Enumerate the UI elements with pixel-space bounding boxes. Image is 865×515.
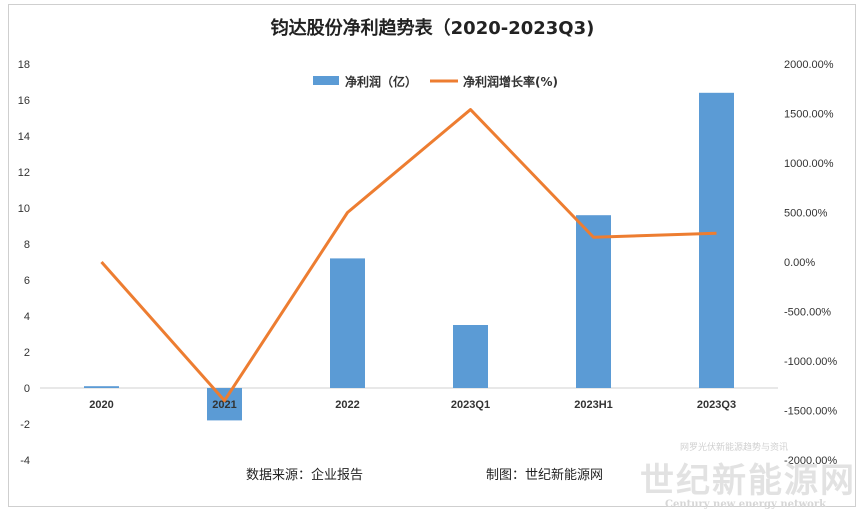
legend-bar-label: 净利润（亿）	[345, 74, 417, 89]
category-label: 2023H1	[574, 399, 613, 411]
left-tick-label: 8	[24, 239, 30, 251]
left-tick-label: 4	[24, 311, 30, 323]
left-tick-label: 10	[18, 203, 30, 215]
right-tick-label: 1500.00%	[784, 109, 834, 121]
category-label: 2022	[335, 399, 359, 411]
source-note: 数据来源：企业报告	[246, 467, 363, 483]
category-label: 2021	[212, 399, 236, 411]
left-tick-label: -2	[20, 419, 30, 431]
watermark-logo: 世纪新能源网	[640, 461, 856, 501]
category-label: 2023Q3	[697, 399, 736, 411]
left-y-axis: 18 16 14 12 10 8 6 4 2 0 -2 -4	[18, 59, 30, 467]
growth-rate-line	[100, 108, 717, 403]
right-tick-label: 500.00%	[784, 208, 828, 220]
right-y-axis: 2000.00% 1500.00% 1000.00% 500.00% 0.00% -500…	[784, 59, 837, 467]
watermark-subtitle: Century new energy network	[665, 499, 827, 510]
bar-2023Q3	[699, 92, 734, 389]
right-tick-label: 2000.00%	[784, 59, 834, 71]
bar-2023H1	[576, 215, 611, 388]
right-tick-label: -1500.00%	[784, 406, 837, 418]
right-tick-label: 1000.00%	[784, 158, 834, 170]
chart-title: 钧达股份净利趋势表（2020-2023Q3)	[270, 18, 595, 39]
left-tick-label: 12	[18, 167, 30, 179]
watermark: 网罗光伏新能源趋势与资讯 世纪新能源网 Century new energy n…	[640, 441, 856, 510]
category-label: 2023Q1	[451, 399, 490, 411]
bar-series	[84, 92, 734, 421]
right-tick-label: -1000.00%	[784, 356, 837, 368]
left-tick-label: 0	[24, 383, 30, 395]
x-axis-labels: 2020 2021 2022 2023Q1 2023H1 2023Q3	[89, 399, 736, 411]
bar-2022	[330, 258, 365, 388]
watermark-tagline: 网罗光伏新能源趋势与资讯	[680, 441, 788, 453]
legend: 净利润（亿） 净利润增长率(%)	[313, 74, 558, 89]
left-tick-label: 16	[18, 95, 30, 107]
legend-line-label: 净利润增长率(%)	[463, 74, 558, 89]
legend-bar-swatch	[313, 76, 339, 85]
bar-2020	[84, 386, 119, 388]
bar-2021	[207, 388, 242, 421]
bar-2023Q1	[453, 325, 488, 388]
left-tick-label: 6	[24, 275, 30, 287]
credit-note: 制图：世纪新能源网	[486, 467, 603, 483]
category-label: 2020	[89, 399, 113, 411]
left-tick-label: 2	[24, 347, 30, 359]
left-tick-label: 18	[18, 59, 30, 71]
left-tick-label: 14	[18, 131, 30, 143]
right-tick-label: -500.00%	[784, 307, 831, 319]
right-tick-label: 0.00%	[784, 257, 815, 269]
right-tick-label: -2000.00%	[784, 455, 837, 467]
left-tick-label: -4	[20, 455, 30, 467]
